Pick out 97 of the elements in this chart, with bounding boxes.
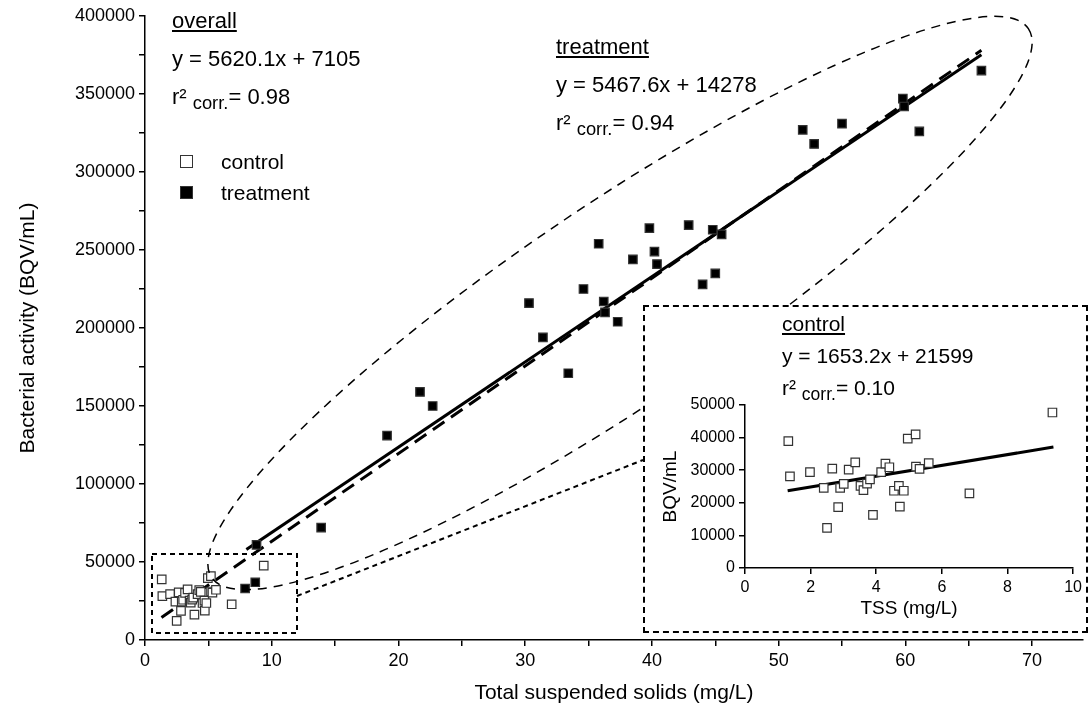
point [914,126,925,137]
point [176,605,186,616]
x-tick-label: 0 [740,578,750,596]
x-axis-title: TSS (mg/L) [860,596,958,618]
x-tick-label: 70 [1022,649,1043,670]
annotation: y = 5467.6x + 14278 [556,72,757,99]
y-tick-label: 150000 [74,394,135,415]
y-tick-label: 300000 [74,160,135,181]
legend-label: control [221,149,285,174]
point [171,615,182,626]
annotation: control [782,311,846,337]
y-tick-label: 30000 [690,460,736,478]
annotation: r² $_{corr.}$= 0.98 [172,84,291,115]
point [822,523,832,533]
point [923,458,934,468]
y-tick-label: 50000 [690,395,736,413]
y-tick-label: 40000 [690,428,736,446]
point [226,599,237,610]
point [697,279,708,290]
point [895,501,905,512]
point [833,502,844,512]
point [258,560,269,571]
y-tick-label: 50000 [84,550,135,571]
annotation: r² $_{corr.}$= 0.94 [556,110,675,141]
x-tick-label: 4 [871,578,881,596]
x-axis-title: Total suspended solids (mg/L) [474,680,754,704]
y-tick-label: 100000 [74,472,135,493]
point [644,223,655,233]
point [578,284,589,294]
point [850,457,861,468]
y-tick-label: 0 [124,628,135,649]
legend-label: treatment [221,180,310,205]
x-tick-label: 60 [895,649,916,670]
y-tick-label: 20000 [690,493,736,511]
point [211,584,221,595]
point [910,429,921,440]
point [524,298,534,308]
point [898,485,909,496]
y-tick-label: 250000 [74,238,135,259]
point [427,401,438,411]
point [165,589,175,599]
point [797,125,808,135]
point [710,268,721,279]
point [783,436,794,447]
annotation: treatment [556,34,649,61]
y-tick-label: 350000 [74,82,135,103]
point [837,118,847,129]
point [593,238,604,249]
point [914,464,925,474]
annotation: y = 5620.1x + 7105 [172,46,361,73]
x-tick-label: 8 [1003,578,1013,596]
x-tick-label: 50 [768,649,789,670]
y-tick-label: 200000 [74,316,135,337]
point [251,540,262,550]
y-axis-title: BQV/mL [658,450,680,523]
y-axis-title: Bacterial activity (BQV/mL) [15,202,39,454]
point [707,224,718,235]
annotation: r² $_{corr.}$= 0.10 [782,375,895,406]
x-tick-label: 20 [388,649,409,670]
point [316,522,326,533]
point [716,229,727,240]
point [628,254,638,265]
y-tick-label: 10000 [690,525,736,543]
annotation: y = 1653.2x + 21599 [782,343,974,369]
point [538,332,548,343]
point [563,368,574,379]
x-tick-label: 6 [937,578,947,596]
point [818,482,829,493]
point [805,467,815,477]
x-tick-label: 30 [515,649,536,670]
point [382,430,392,441]
point [156,574,167,585]
x-tick-label: 2 [806,578,816,596]
x-tick-label: 40 [641,649,662,670]
point [600,307,610,318]
point [652,259,662,269]
point [415,387,425,397]
y-tick-label: 400000 [74,4,135,25]
point [827,463,838,474]
point [899,101,909,112]
y-tick-label: 0 [726,558,736,576]
point [598,296,609,307]
point [884,462,895,473]
x-tick-label: 10 [1064,578,1083,596]
point [964,488,975,499]
x-tick-label: 0 [139,649,151,670]
point [876,467,887,477]
point [809,139,819,149]
point [865,474,875,485]
x-tick-label: 10 [261,649,282,670]
annotation: overall [172,8,237,35]
point [838,479,849,489]
point [683,220,694,230]
point [250,577,261,588]
point [868,510,878,520]
point [612,316,623,327]
point [785,471,795,482]
